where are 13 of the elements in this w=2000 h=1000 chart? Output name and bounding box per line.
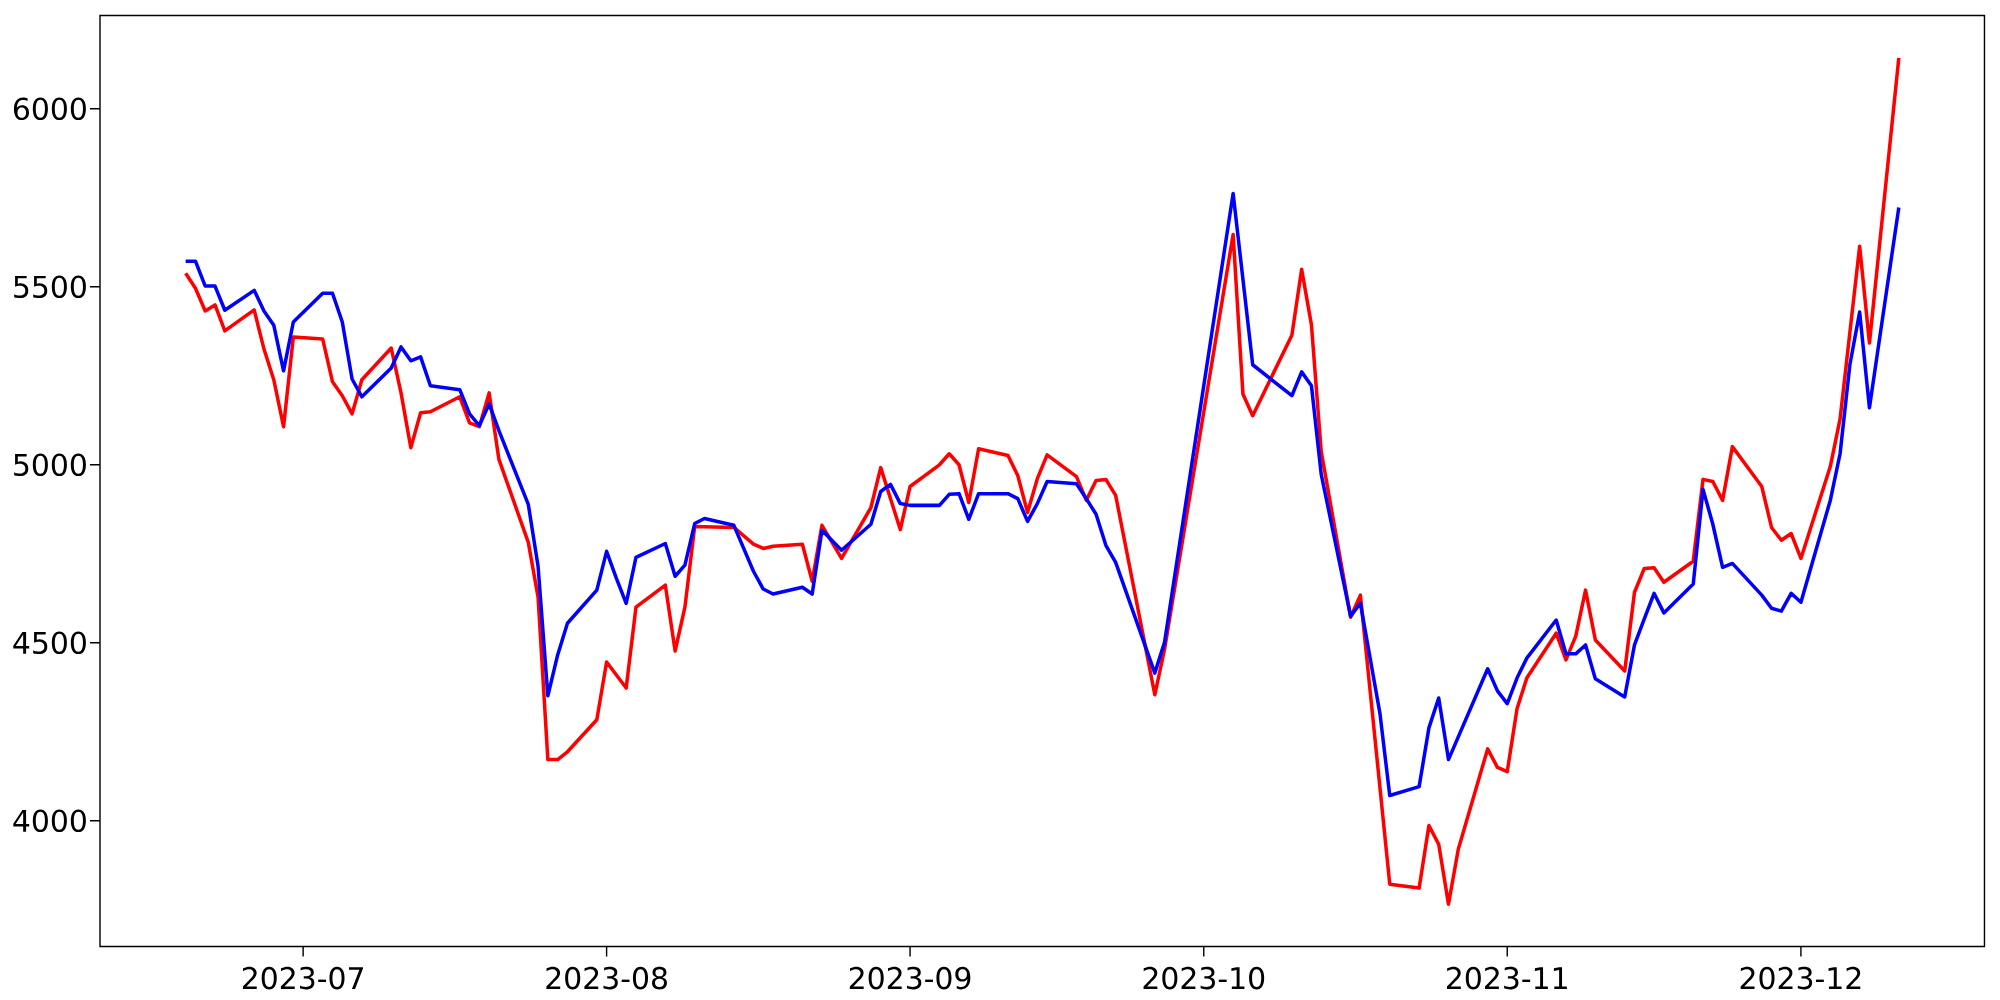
x-tick-label: 2023-08 xyxy=(546,966,667,990)
line-series xyxy=(183,191,1901,798)
line-series xyxy=(183,56,1901,906)
y-tick-label: 6000 xyxy=(13,97,86,121)
y-tick-label: 5500 xyxy=(14,275,86,299)
y-tick-label: 5000 xyxy=(14,453,86,477)
x-tick-label: 2023-11 xyxy=(1447,966,1567,990)
y-tick-label: 4500 xyxy=(13,631,86,655)
x-tick-label: 2023-09 xyxy=(849,966,971,990)
x-tick-label: 2023-12 xyxy=(1740,966,1861,990)
x-tick-label: 2023-07 xyxy=(242,966,363,990)
y-tick-label: 4000 xyxy=(13,809,86,833)
x-tick-label: 2023-10 xyxy=(1143,966,1265,990)
